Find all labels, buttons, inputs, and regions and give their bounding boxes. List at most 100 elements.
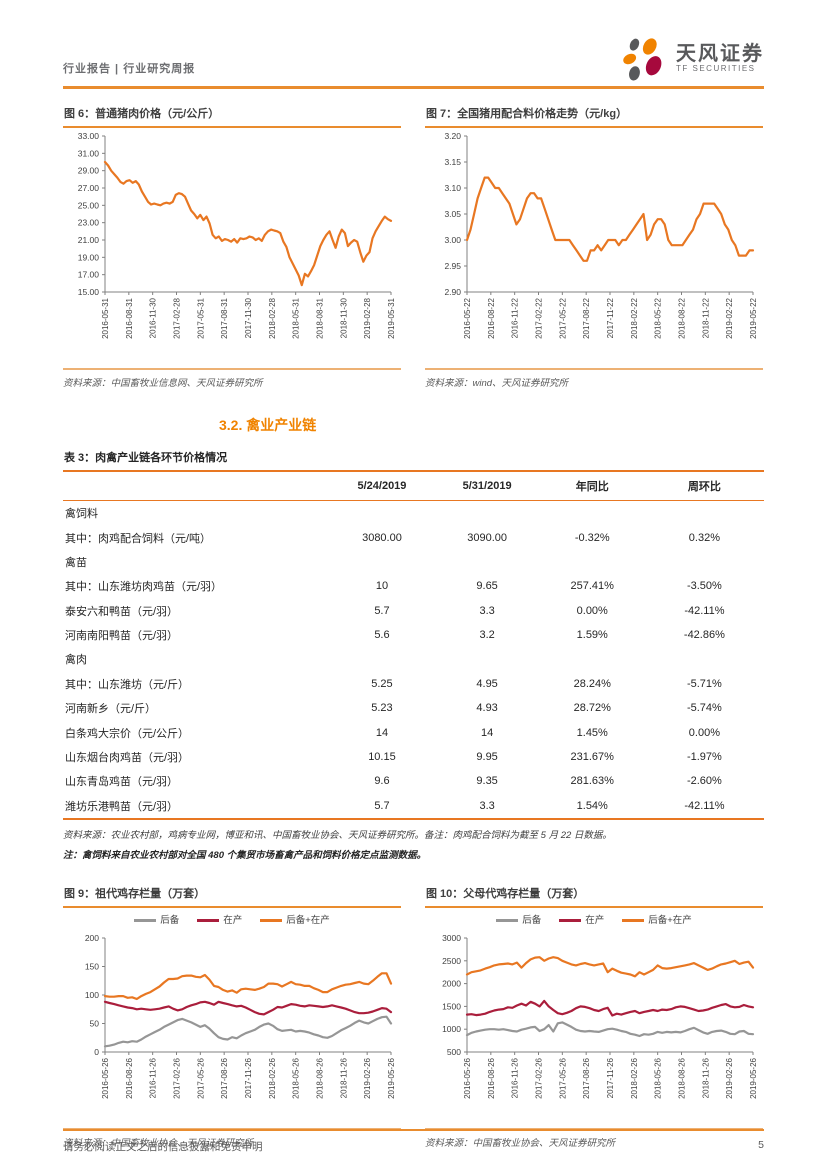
table-row: 其中：山东潍坊（元/斤） 5.25 4.95 28.24% -5.71% bbox=[63, 672, 764, 696]
table-row: 其中：肉鸡配合饲料（元/吨） 3080.00 3090.00 -0.32% 0.32% bbox=[63, 525, 764, 549]
figure-title: 图 10：父母代鸡存栏量（万套） bbox=[425, 883, 763, 908]
y-tick-label: 500 bbox=[447, 1047, 461, 1057]
table-cell: 0.00% bbox=[576, 604, 608, 617]
y-tick-label: 19.00 bbox=[78, 252, 100, 262]
table-category-row: 禽肉 bbox=[63, 647, 764, 671]
legend-swatch bbox=[260, 918, 283, 922]
grandparent-stock-chart: 0 50 100 150 200 2016-05-26 2016-08-26 2016-11-… bbox=[63, 930, 401, 1126]
table-cell: 5.25 bbox=[371, 677, 393, 690]
page-footer: 请务必阅读正文之后的信息披露和免责申明 5 bbox=[63, 1129, 764, 1154]
figure-source: 资料来源：wind、天风证券研究所 bbox=[425, 368, 763, 389]
brand-subtitle: TF SECURITIES bbox=[676, 64, 756, 73]
table-cell: 5.23 bbox=[371, 702, 393, 715]
x-tick-label: 2017-02-26 bbox=[535, 1057, 544, 1098]
series-line-后备 bbox=[103, 1015, 393, 1048]
legend-label: 在产 bbox=[223, 914, 243, 926]
table-row: 其中：山东潍坊肉鸡苗（元/羽） 10 9.65 257.41% -3.50% bbox=[63, 574, 764, 598]
table-header-row: 5/24/2019 5/31/2019 年同比 周环比 bbox=[63, 470, 764, 501]
table-cell: 5.6 bbox=[374, 629, 390, 642]
y-tick-label: 31.00 bbox=[78, 148, 100, 158]
legend-item: 后备 bbox=[496, 912, 541, 926]
row-label: 山东烟台肉鸡苗（元/羽） bbox=[65, 751, 190, 764]
legend-swatch bbox=[197, 918, 220, 922]
footer-divider bbox=[63, 1129, 764, 1131]
table-cell: 4.95 bbox=[476, 677, 498, 690]
x-tick-label: 2017-11-26 bbox=[606, 1057, 615, 1098]
x-tick-label: 2016-11-26 bbox=[149, 1057, 158, 1098]
row-label: 禽饲料 bbox=[65, 508, 98, 521]
legend-label: 后备 bbox=[522, 914, 542, 926]
row-label: 河南新乡（元/斤） bbox=[65, 703, 157, 716]
table-cell bbox=[645, 647, 764, 671]
figure-row-top: 图 6：普通猪肉价格（元/公斤） 15.00 17.00 19.00 21.00 23.… bbox=[63, 103, 764, 389]
x-tick-label: 2018-02-26 bbox=[268, 1057, 277, 1098]
figure-title: 图 7：全国猪用配合料价格走势（元/kg） bbox=[425, 103, 763, 128]
row-label: 河南南阳鸭苗（元/羽） bbox=[65, 630, 179, 643]
table-cell bbox=[540, 550, 645, 574]
brand-text: 天风证券 TF SECURITIES bbox=[676, 44, 764, 74]
x-tick-label: 2016-08-31 bbox=[125, 297, 134, 338]
x-tick-label: 2018-11-22 bbox=[701, 297, 710, 338]
legend-item: 后备 bbox=[134, 912, 179, 926]
legend-label: 后备 bbox=[160, 914, 180, 926]
x-tick-label: 2016-05-22 bbox=[463, 297, 472, 338]
y-tick-label: 29.00 bbox=[78, 166, 100, 176]
figure-6: 图 6：普通猪肉价格（元/公斤） 15.00 17.00 19.00 21.00 23.… bbox=[63, 103, 401, 389]
table-cell bbox=[329, 647, 434, 671]
legend-item: 后备+在产 bbox=[260, 912, 330, 926]
row-label: 禽肉 bbox=[65, 654, 87, 667]
x-tick-label: 2018-05-26 bbox=[292, 1057, 301, 1098]
y-tick-label: 21.00 bbox=[78, 235, 100, 245]
y-tick-label: 2.90 bbox=[444, 287, 461, 297]
table-cell: 4.93 bbox=[476, 702, 498, 715]
x-tick-label: 2016-05-31 bbox=[101, 297, 110, 338]
chart-legend: 后备 在产 后备+在产 bbox=[425, 908, 763, 930]
x-tick-label: 2018-02-28 bbox=[268, 297, 277, 338]
table-header-cell: 5/31/2019 bbox=[434, 470, 540, 501]
legend-label: 在产 bbox=[585, 914, 605, 926]
row-label: 潍坊乐港鸭苗（元/羽） bbox=[63, 793, 330, 820]
series-line-普通猪肉价格 bbox=[103, 160, 393, 287]
y-tick-label: 3.00 bbox=[444, 235, 461, 245]
x-tick-label: 2018-08-26 bbox=[678, 1057, 687, 1098]
x-tick-label: 2018-05-31 bbox=[292, 297, 301, 338]
y-tick-label: 200 bbox=[85, 933, 99, 943]
table-cell: 231.67% bbox=[570, 750, 614, 763]
x-tick-label: 2016-11-26 bbox=[511, 1057, 520, 1098]
row-label: 禽苗 bbox=[65, 556, 87, 569]
y-tick-label: 25.00 bbox=[78, 200, 100, 210]
table-header-cell: 5/24/2019 bbox=[329, 470, 435, 501]
legend-swatch bbox=[559, 918, 582, 922]
figure-9: 图 9：祖代鸡存栏量（万套） 后备 在产 后备+在产 0 50 100 150 200 201… bbox=[63, 883, 401, 1149]
table-cell bbox=[329, 550, 434, 574]
table-note: 注：禽饲料来自农业农村部对全国 480 个集贸市场畜禽产品和饲料价格定点监测数据… bbox=[63, 849, 427, 861]
y-tick-label: 23.00 bbox=[78, 218, 100, 228]
series-line-全国猪用配合料价格 bbox=[465, 176, 755, 262]
table-source: 资料来源：农业农村部，鸡病专业网，博亚和讯、中国畜牧业协会、天风证券研究所。备注… bbox=[63, 829, 612, 841]
table-cell: -42.11% bbox=[684, 604, 725, 617]
report-type-label: 行业报告 | 行业研究周报 bbox=[63, 63, 196, 75]
table-cell: -1.97% bbox=[686, 750, 722, 763]
y-tick-label: 1000 bbox=[442, 1024, 461, 1034]
table-cell: 9.65 bbox=[476, 580, 498, 593]
x-tick-label: 2017-05-31 bbox=[196, 297, 205, 338]
table-cell: -42.86% bbox=[683, 629, 725, 642]
table-cell: 9.95 bbox=[476, 750, 498, 763]
table-cell bbox=[540, 501, 645, 526]
y-tick-label: 3.20 bbox=[444, 131, 461, 141]
table-cell bbox=[540, 647, 645, 671]
row-label: 白条鸡大宗价（元/公斤） bbox=[65, 727, 190, 740]
x-tick-label: 2019-05-26 bbox=[387, 1057, 396, 1098]
y-tick-label: 33.00 bbox=[78, 131, 100, 141]
x-tick-label: 2017-08-26 bbox=[582, 1057, 591, 1098]
x-tick-label: 2016-08-22 bbox=[487, 297, 496, 338]
page-header: 行业报告 | 行业研究周报 天风证券 TF SECURITIES bbox=[63, 38, 764, 82]
figure-title: 图 6：普通猪肉价格（元/公斤） bbox=[63, 103, 401, 128]
x-tick-label: 2019-02-28 bbox=[363, 297, 372, 338]
legend-swatch bbox=[134, 918, 157, 922]
y-tick-label: 2000 bbox=[442, 978, 461, 988]
table-cell: 3.2 bbox=[479, 629, 495, 642]
x-tick-label: 2017-05-26 bbox=[558, 1057, 567, 1098]
table-cell: -5.74% bbox=[686, 702, 722, 715]
